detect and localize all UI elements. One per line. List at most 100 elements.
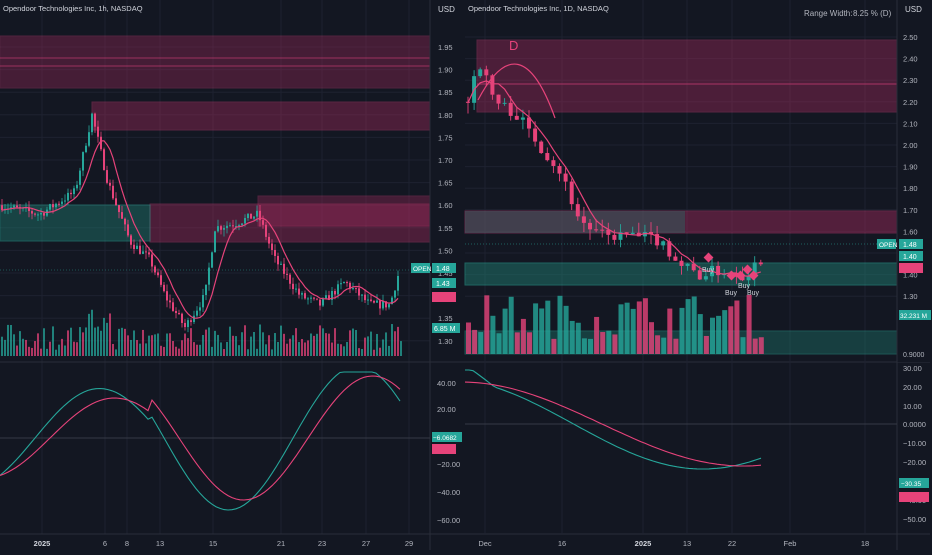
- left-ma-badge: [432, 292, 456, 302]
- right-price-axis[interactable]: 2.50 2.40 2.30 2.20 2.10 2.00 1.90 1.80 1.70 1.60…: [903, 33, 918, 301]
- price-tick-label: 2.00: [903, 141, 918, 150]
- right-volume-bars: [466, 294, 764, 354]
- price-tick-label: 2.50: [903, 33, 918, 42]
- buy-signal-label: Buy: [747, 290, 760, 297]
- left-symbol-badge: [411, 263, 430, 273]
- left-time-axis[interactable]: 2025 6 8 13 15 21 23 27 29: [34, 539, 414, 548]
- left-supply-zone-overlap: [257, 195, 431, 227]
- price-tick-label: 2.40: [903, 55, 918, 64]
- price-tick-label: 1.60: [903, 227, 918, 236]
- right-macd-line: [465, 369, 762, 470]
- svg-text:1.48: 1.48: [436, 266, 450, 273]
- right-pattern-label: D: [509, 38, 518, 53]
- right-price-badge-2: [899, 251, 923, 261]
- price-tick-label: 1.70: [903, 206, 918, 215]
- left-macd-badge: [432, 432, 462, 442]
- time-tick-label: 18: [861, 539, 869, 548]
- right-demand-zone: [464, 262, 898, 286]
- time-tick-label: 29: [405, 539, 413, 548]
- svg-text:−6.0682: −6.0682: [433, 435, 457, 442]
- macd-tick-label: −20.00: [437, 460, 460, 469]
- time-tick-label: 15: [209, 539, 217, 548]
- svg-text:1.43: 1.43: [436, 281, 450, 288]
- left-supply-zone-mid: [91, 101, 431, 131]
- right-macd-badge: [899, 478, 929, 488]
- right-volume-badge: [899, 310, 931, 320]
- time-tick-label: 27: [362, 539, 370, 548]
- price-tick-label: 1.85: [438, 88, 453, 97]
- svg-text:OPEN: OPEN: [879, 242, 898, 249]
- price-tick-label: 2.30: [903, 76, 918, 85]
- price-tick-label: 1.65: [438, 179, 453, 188]
- macd-tick-label: 0.0000: [903, 420, 926, 429]
- svg-text:32.231 M: 32.231 M: [900, 313, 927, 320]
- price-tick-label: 2.10: [903, 119, 918, 128]
- time-tick-label: Dec: [478, 539, 492, 548]
- left-candles: [1, 112, 399, 333]
- left-chart-title: Opendoor Technologies Inc, 1h, NASDAQ: [3, 4, 143, 13]
- time-tick-label: 22: [728, 539, 736, 548]
- range-width-label: Range Width:: [804, 9, 852, 18]
- svg-text:OPEN: OPEN: [413, 266, 432, 273]
- left-supply-zone-top: [0, 35, 431, 89]
- left-macd-signal-line: [0, 375, 401, 501]
- time-tick-label: 13: [683, 539, 691, 548]
- time-tick-label: 21: [277, 539, 285, 548]
- right-last-price-badge: [899, 239, 923, 249]
- macd-tick-label: −20.00: [903, 458, 926, 467]
- left-volume-bars: [1, 309, 402, 356]
- left-currency-label: USD: [438, 5, 455, 14]
- right-arc-pattern: [477, 63, 556, 119]
- range-width-value: 8.25 % (D): [853, 9, 892, 18]
- right-currency-label: USD: [905, 5, 922, 14]
- price-tick-label: 1.75: [438, 133, 453, 142]
- left-macd-line: [0, 371, 401, 511]
- price-tick-label: 1.90: [903, 163, 918, 172]
- right-macd-signal-line: [464, 381, 762, 467]
- macd-tick-label: 20.00: [437, 405, 456, 414]
- price-tick-label: 1.35: [438, 314, 453, 323]
- svg-text:1.48: 1.48: [903, 242, 917, 249]
- price-tick-label: 1.30: [903, 292, 918, 301]
- right-buy-signals: Buy Buy Buy Buy: [702, 252, 760, 297]
- left-last-price-badge: [432, 263, 456, 273]
- price-tick-label: 1.40: [903, 271, 918, 280]
- price-tick-label: 1.95: [438, 43, 453, 52]
- left-volume-badge: [432, 323, 460, 333]
- left-price-badge-2: [432, 278, 456, 288]
- price-tick-label: 1.60: [438, 201, 453, 210]
- right-time-axis[interactable]: Dec 16 2025 13 22 Feb 18: [478, 539, 869, 548]
- time-tick-label: 6: [103, 539, 107, 548]
- left-macd-axis: 40.00 20.00 −20.00 −40.00 −60.00: [437, 379, 460, 525]
- right-chart-title: Opendoor Technologies Inc, 1D, NASDAQ: [468, 4, 609, 13]
- time-tick-label: 2025: [635, 539, 652, 548]
- price-tick-label: 1.45: [438, 269, 453, 278]
- left-demand-zone: [0, 204, 151, 242]
- price-tick-label: 2.20: [903, 98, 918, 107]
- left-supply-zone-low: [149, 203, 431, 243]
- price-tick-label: 1.55: [438, 224, 453, 233]
- right-chart[interactable]: D Buy Buy Buy Buy USD 2.502.402.302.202.…: [464, 0, 932, 550]
- left-price-axis[interactable]: 1.95 1.90 1.85 1.80 1.75 1.70 1.65 1.60 1.55 1.50…: [438, 43, 453, 346]
- price-tick-label: 1.50: [438, 246, 453, 255]
- svg-text:1.40: 1.40: [903, 254, 917, 261]
- time-tick-label: 2025: [34, 539, 51, 548]
- buy-signal-label: Buy: [702, 267, 715, 274]
- time-tick-label: 8: [125, 539, 129, 548]
- right-supply-zone-top: [476, 39, 898, 113]
- buy-signal-label: Buy: [738, 283, 751, 290]
- time-tick-label: 23: [318, 539, 326, 548]
- macd-tick-label: 30.00: [903, 364, 922, 373]
- time-tick-label: 13: [156, 539, 164, 548]
- macd-tick-label: −60.00: [437, 516, 460, 525]
- right-volume-tick: 0.9000: [903, 352, 925, 359]
- price-tick-label: 1.30: [438, 337, 453, 346]
- price-tick-label: 1.90: [438, 66, 453, 75]
- right-moving-average: [467, 80, 761, 277]
- price-tick-label: 1.80: [903, 184, 918, 193]
- time-tick-label: Feb: [784, 539, 797, 548]
- macd-tick-label: 40.00: [437, 379, 456, 388]
- macd-tick-label: −10.00: [903, 439, 926, 448]
